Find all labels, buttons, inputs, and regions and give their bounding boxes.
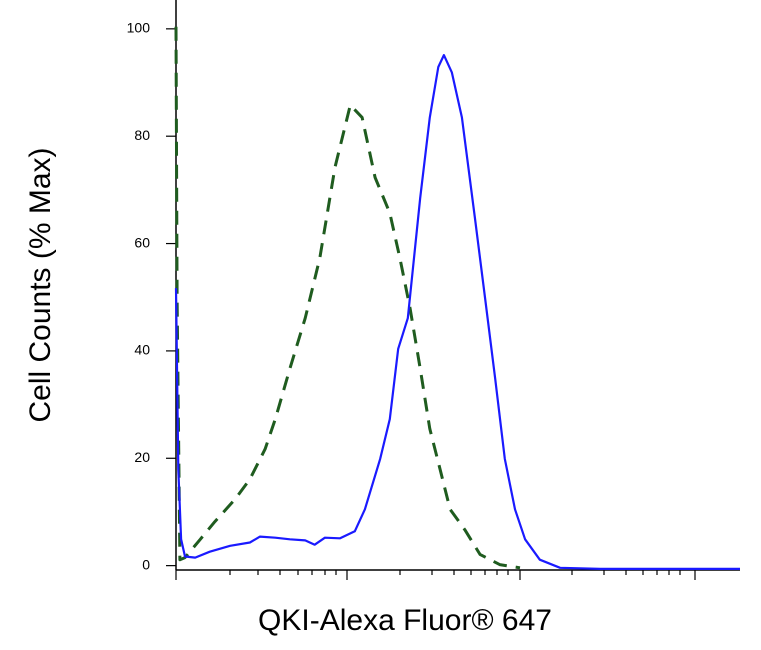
y-tick-label: 0 bbox=[142, 556, 150, 572]
series-line bbox=[174, 54, 740, 570]
y-tick-label: 100 bbox=[127, 20, 151, 36]
y-tick-label: 80 bbox=[134, 127, 150, 143]
x-axis-label: QKI-Alexa Fluor® 647 bbox=[258, 604, 552, 637]
series-line bbox=[174, 26, 521, 570]
x-axis-ticks bbox=[175, 570, 696, 580]
y-tick-label: 20 bbox=[134, 449, 150, 465]
y-axis-label: Cell Counts (% Max) bbox=[24, 147, 57, 422]
y-tick-label: 40 bbox=[134, 342, 150, 358]
y-tick-label: 60 bbox=[134, 234, 150, 250]
